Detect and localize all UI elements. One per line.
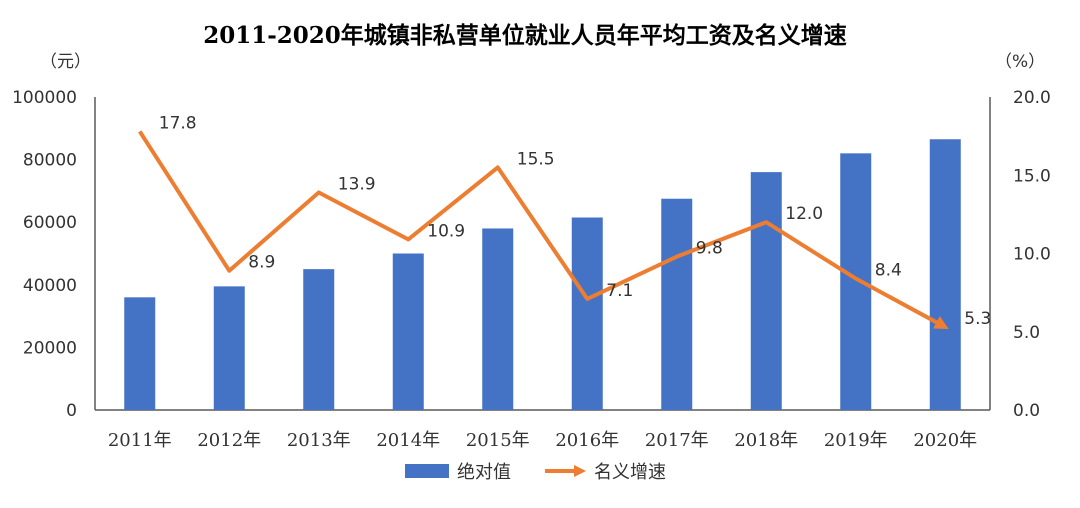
bar: [303, 269, 335, 410]
left-tick-label: 80000: [23, 151, 77, 171]
line-arrowhead: [933, 316, 949, 329]
bar: [840, 153, 872, 410]
line-data-label: 10.9: [427, 221, 465, 241]
line-data-label: 17.8: [159, 113, 197, 133]
x-tick-label: 2011年: [108, 430, 172, 451]
right-tick-labels: 0.0 5.0 10.0 15.0 20.0: [1013, 88, 1051, 421]
legend: 绝对值 名义增速: [405, 462, 666, 483]
line-series: [138, 130, 949, 329]
x-tick-label: 2015年: [466, 430, 530, 451]
bar: [571, 217, 603, 410]
line-data-label: 7.1: [606, 281, 633, 301]
line-data-label: 5.3: [964, 309, 991, 329]
bar: [661, 198, 693, 410]
bar: [929, 139, 961, 410]
left-tick-label: 100000: [12, 88, 77, 108]
left-tick-label: 0: [66, 401, 77, 421]
line-data-label: 9.8: [696, 239, 723, 259]
legend-line-label: 名义增速: [594, 462, 666, 483]
right-tick-label: 15.0: [1013, 166, 1051, 186]
bar: [124, 297, 156, 410]
left-tick-labels: 0 20000 40000 60000 80000 100000: [12, 88, 77, 421]
x-tick-label: 2019年: [824, 430, 888, 451]
legend-bar-swatch: [405, 464, 449, 478]
bar: [213, 286, 245, 410]
x-tick-label: 2016年: [555, 430, 619, 451]
left-tick-label: 20000: [23, 338, 77, 358]
x-tick-label: 2012年: [197, 430, 261, 451]
right-axis-unit: （%）: [995, 52, 1045, 72]
line-data-label: 8.4: [875, 261, 902, 281]
bar-series: [124, 139, 961, 410]
line-data-label: 13.9: [338, 174, 376, 194]
line-data-label: 12.0: [785, 204, 823, 224]
chart-title: 2011-2020年城镇非私营单位就业人员年平均工资及名义增速: [203, 22, 847, 49]
growth-line: [138, 130, 947, 329]
legend-line-arrow-icon: [574, 465, 586, 477]
left-tick-label: 60000: [23, 213, 77, 233]
left-axis-unit: （元）: [40, 52, 91, 72]
x-tick-label: 2020年: [913, 430, 977, 451]
bar: [392, 253, 424, 410]
right-tick-label: 20.0: [1013, 88, 1051, 108]
right-tick-label: 5.0: [1013, 323, 1040, 343]
x-tick-label: 2014年: [376, 430, 440, 451]
left-tick-label: 40000: [23, 276, 77, 296]
x-tick-label: 2018年: [734, 430, 798, 451]
right-tick-label: 0.0: [1013, 401, 1040, 421]
line-data-labels: 17.8 8.9 13.9 10.9 15.5 7.1 9.8 12.0 8.4 5.3: [159, 113, 992, 329]
x-tick-label: 2017年: [645, 430, 709, 451]
line-data-label: 15.5: [517, 149, 555, 169]
bar: [482, 228, 514, 410]
x-tick-label: 2013年: [287, 430, 351, 451]
bar: [750, 172, 782, 410]
line-data-label: 8.9: [248, 253, 275, 273]
x-tick-labels: 2011年 2012年 2013年 2014年 2015年 2016年 2017年 2018年…: [108, 430, 977, 451]
right-tick-label: 10.0: [1013, 245, 1051, 265]
legend-bar-label: 绝对值: [457, 462, 511, 483]
